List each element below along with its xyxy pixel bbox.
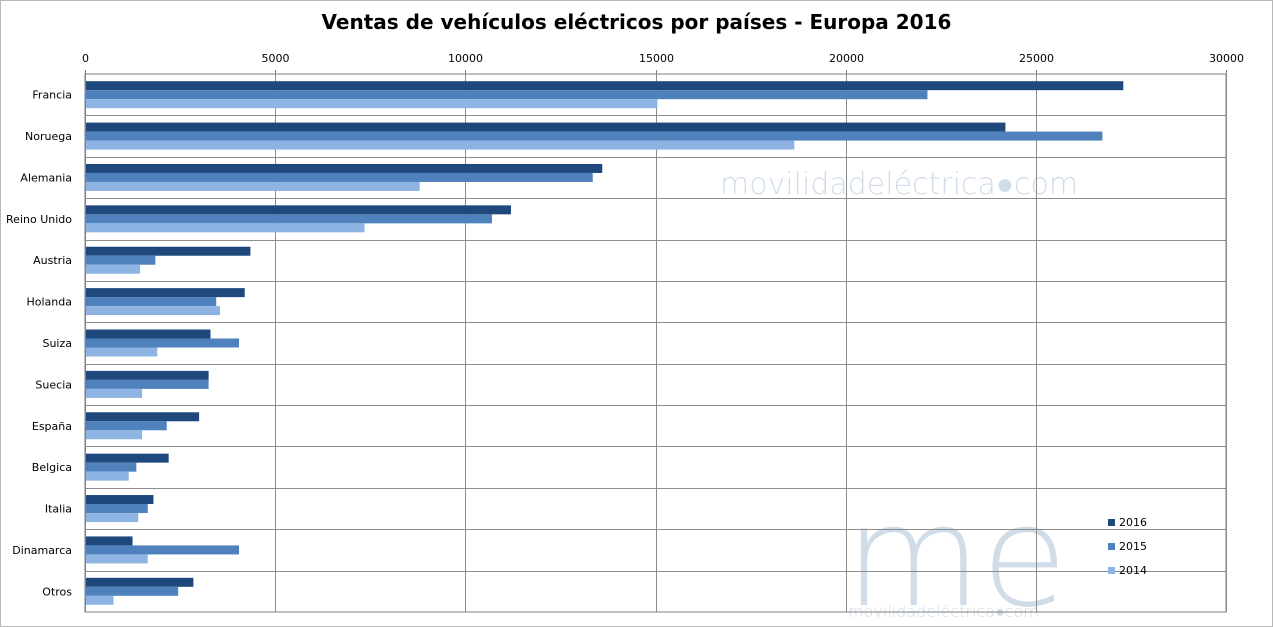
x-tick-label: 5000 — [262, 52, 290, 65]
category-label: Francia — [32, 89, 72, 102]
category-label: Holanda — [27, 296, 73, 309]
bar — [85, 471, 129, 481]
bar — [85, 163, 603, 173]
legend-label: 2014 — [1119, 564, 1147, 577]
category-label: Noruega — [25, 130, 72, 143]
x-tick-label: 30000 — [1209, 52, 1244, 65]
bar — [85, 205, 511, 215]
bar — [85, 264, 141, 274]
watermark: movilidadeléctrica●com me movilidadeléct… — [720, 167, 1078, 627]
bar — [85, 140, 795, 150]
x-tick-label: 10000 — [448, 52, 483, 65]
category-label: Suecia — [35, 378, 72, 391]
bar — [85, 246, 251, 256]
legend-swatch — [1108, 543, 1115, 550]
bars — [85, 81, 1124, 605]
bar — [85, 288, 245, 298]
bar — [85, 421, 167, 431]
category-label: Italia — [45, 503, 72, 516]
watermark-text: movilidadeléctrica●com — [720, 167, 1078, 202]
category-label: Dinamarca — [12, 544, 72, 557]
bar — [85, 131, 1103, 141]
bar — [85, 536, 133, 546]
bar — [85, 453, 169, 463]
category-label: Suiza — [42, 337, 72, 350]
bar — [85, 122, 1006, 132]
axes: 0 5000 10000 15000 20000 25000 30000 Francia Nor… — [6, 52, 1244, 612]
bar — [85, 90, 928, 100]
bar — [85, 388, 143, 398]
x-tick-label: 15000 — [639, 52, 674, 65]
category-label: Belgica — [32, 461, 72, 474]
bar — [85, 545, 240, 555]
bar — [85, 370, 209, 380]
bar — [85, 255, 156, 265]
category-label: Reino Unido — [6, 213, 72, 226]
bar — [85, 495, 154, 505]
bar — [85, 338, 240, 348]
bar — [85, 430, 143, 440]
legend-label: 2016 — [1119, 516, 1147, 529]
bar — [85, 412, 200, 422]
watermark-logo: me — [845, 476, 1068, 627]
legend-label: 2015 — [1119, 540, 1147, 553]
chart-title: Ventas de vehículos eléctricos por paíse… — [321, 10, 952, 34]
legend-swatch — [1108, 519, 1115, 526]
x-tick-label: 0 — [82, 52, 89, 65]
category-label: España — [32, 420, 72, 433]
bar — [85, 306, 221, 316]
bar — [85, 462, 137, 472]
category-label: Austria — [33, 254, 72, 267]
bar — [85, 595, 114, 605]
category-label: Otros — [42, 585, 72, 598]
bar — [85, 297, 217, 307]
x-tick-label: 25000 — [1019, 52, 1054, 65]
bar — [85, 81, 1124, 91]
bar — [85, 329, 211, 339]
bar — [85, 379, 209, 389]
bar — [85, 586, 179, 596]
bar — [85, 577, 194, 587]
bar — [85, 172, 593, 182]
legend-swatch — [1108, 567, 1115, 574]
category-label: Alemania — [20, 171, 72, 184]
bar — [85, 513, 139, 523]
bar — [85, 554, 148, 564]
bar — [85, 181, 420, 191]
bar — [85, 504, 148, 514]
legend: 2016 2015 2014 — [1108, 516, 1147, 577]
bar — [85, 214, 492, 224]
x-tick-label: 20000 — [829, 52, 864, 65]
bar — [85, 223, 365, 233]
bar — [85, 99, 658, 109]
bar — [85, 347, 158, 357]
